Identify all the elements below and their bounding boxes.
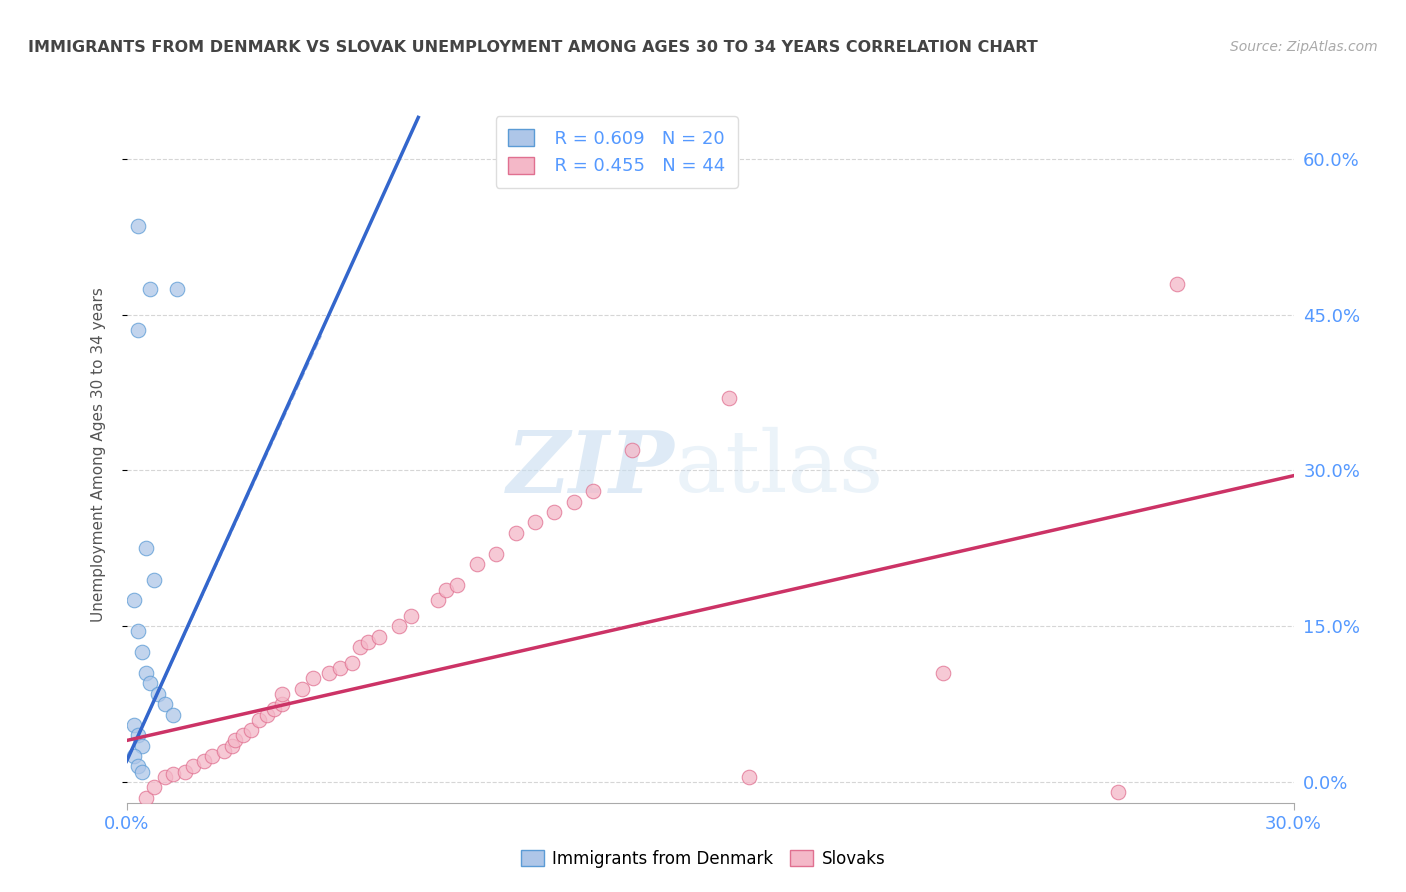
Point — [131, 764, 153, 779]
Point — [1166, 277, 1188, 291]
Point — [1108, 785, 1130, 799]
Point — [582, 484, 605, 499]
Point — [127, 728, 149, 742]
Point — [135, 541, 157, 556]
Point — [181, 759, 204, 773]
Point — [139, 282, 162, 296]
Point — [127, 759, 149, 773]
Point — [621, 442, 644, 457]
Point — [932, 665, 955, 680]
Point — [193, 754, 215, 768]
Legend:   R = 0.609   N = 20,   R = 0.455   N = 44: R = 0.609 N = 20, R = 0.455 N = 44 — [496, 116, 738, 188]
Point — [263, 702, 285, 716]
Point — [135, 790, 157, 805]
Point — [349, 640, 371, 654]
Point — [201, 749, 224, 764]
Point — [247, 713, 270, 727]
Point — [368, 630, 391, 644]
Point — [166, 282, 188, 296]
Point — [318, 665, 340, 680]
Legend: Immigrants from Denmark, Slovaks: Immigrants from Denmark, Slovaks — [515, 844, 891, 875]
Text: Source: ZipAtlas.com: Source: ZipAtlas.com — [1230, 40, 1378, 54]
Point — [399, 608, 422, 623]
Point — [131, 739, 153, 753]
Point — [388, 619, 411, 633]
Point — [142, 573, 165, 587]
Point — [224, 733, 246, 747]
Point — [212, 744, 235, 758]
Point — [221, 739, 243, 753]
Point — [124, 749, 146, 764]
Point — [162, 707, 184, 722]
Point — [256, 707, 278, 722]
Point — [271, 697, 294, 711]
Y-axis label: Unemployment Among Ages 30 to 34 years: Unemployment Among Ages 30 to 34 years — [91, 287, 105, 623]
Point — [340, 656, 363, 670]
Point — [155, 697, 177, 711]
Point — [124, 718, 146, 732]
Point — [131, 645, 153, 659]
Point — [162, 766, 184, 780]
Point — [329, 661, 352, 675]
Point — [485, 547, 508, 561]
Point — [139, 676, 162, 690]
Text: IMMIGRANTS FROM DENMARK VS SLOVAK UNEMPLOYMENT AMONG AGES 30 TO 34 YEARS CORRELA: IMMIGRANTS FROM DENMARK VS SLOVAK UNEMPL… — [28, 40, 1038, 55]
Point — [127, 624, 149, 639]
Point — [155, 770, 177, 784]
Point — [562, 494, 585, 508]
Point — [738, 770, 761, 784]
Point — [232, 728, 254, 742]
Point — [240, 723, 263, 738]
Point — [543, 505, 565, 519]
Point — [135, 665, 157, 680]
Point — [446, 578, 468, 592]
Point — [142, 780, 165, 795]
Point — [505, 525, 527, 540]
Text: atlas: atlas — [675, 427, 884, 510]
Text: ZIP: ZIP — [508, 427, 675, 510]
Point — [523, 516, 546, 530]
Point — [124, 593, 146, 607]
Point — [127, 219, 149, 234]
Point — [174, 764, 197, 779]
Point — [465, 557, 488, 571]
Point — [271, 687, 294, 701]
Point — [718, 391, 741, 405]
Point — [434, 582, 457, 597]
Point — [127, 323, 149, 337]
Point — [146, 687, 169, 701]
Point — [290, 681, 312, 696]
Point — [426, 593, 449, 607]
Point — [357, 635, 380, 649]
Point — [302, 671, 325, 685]
